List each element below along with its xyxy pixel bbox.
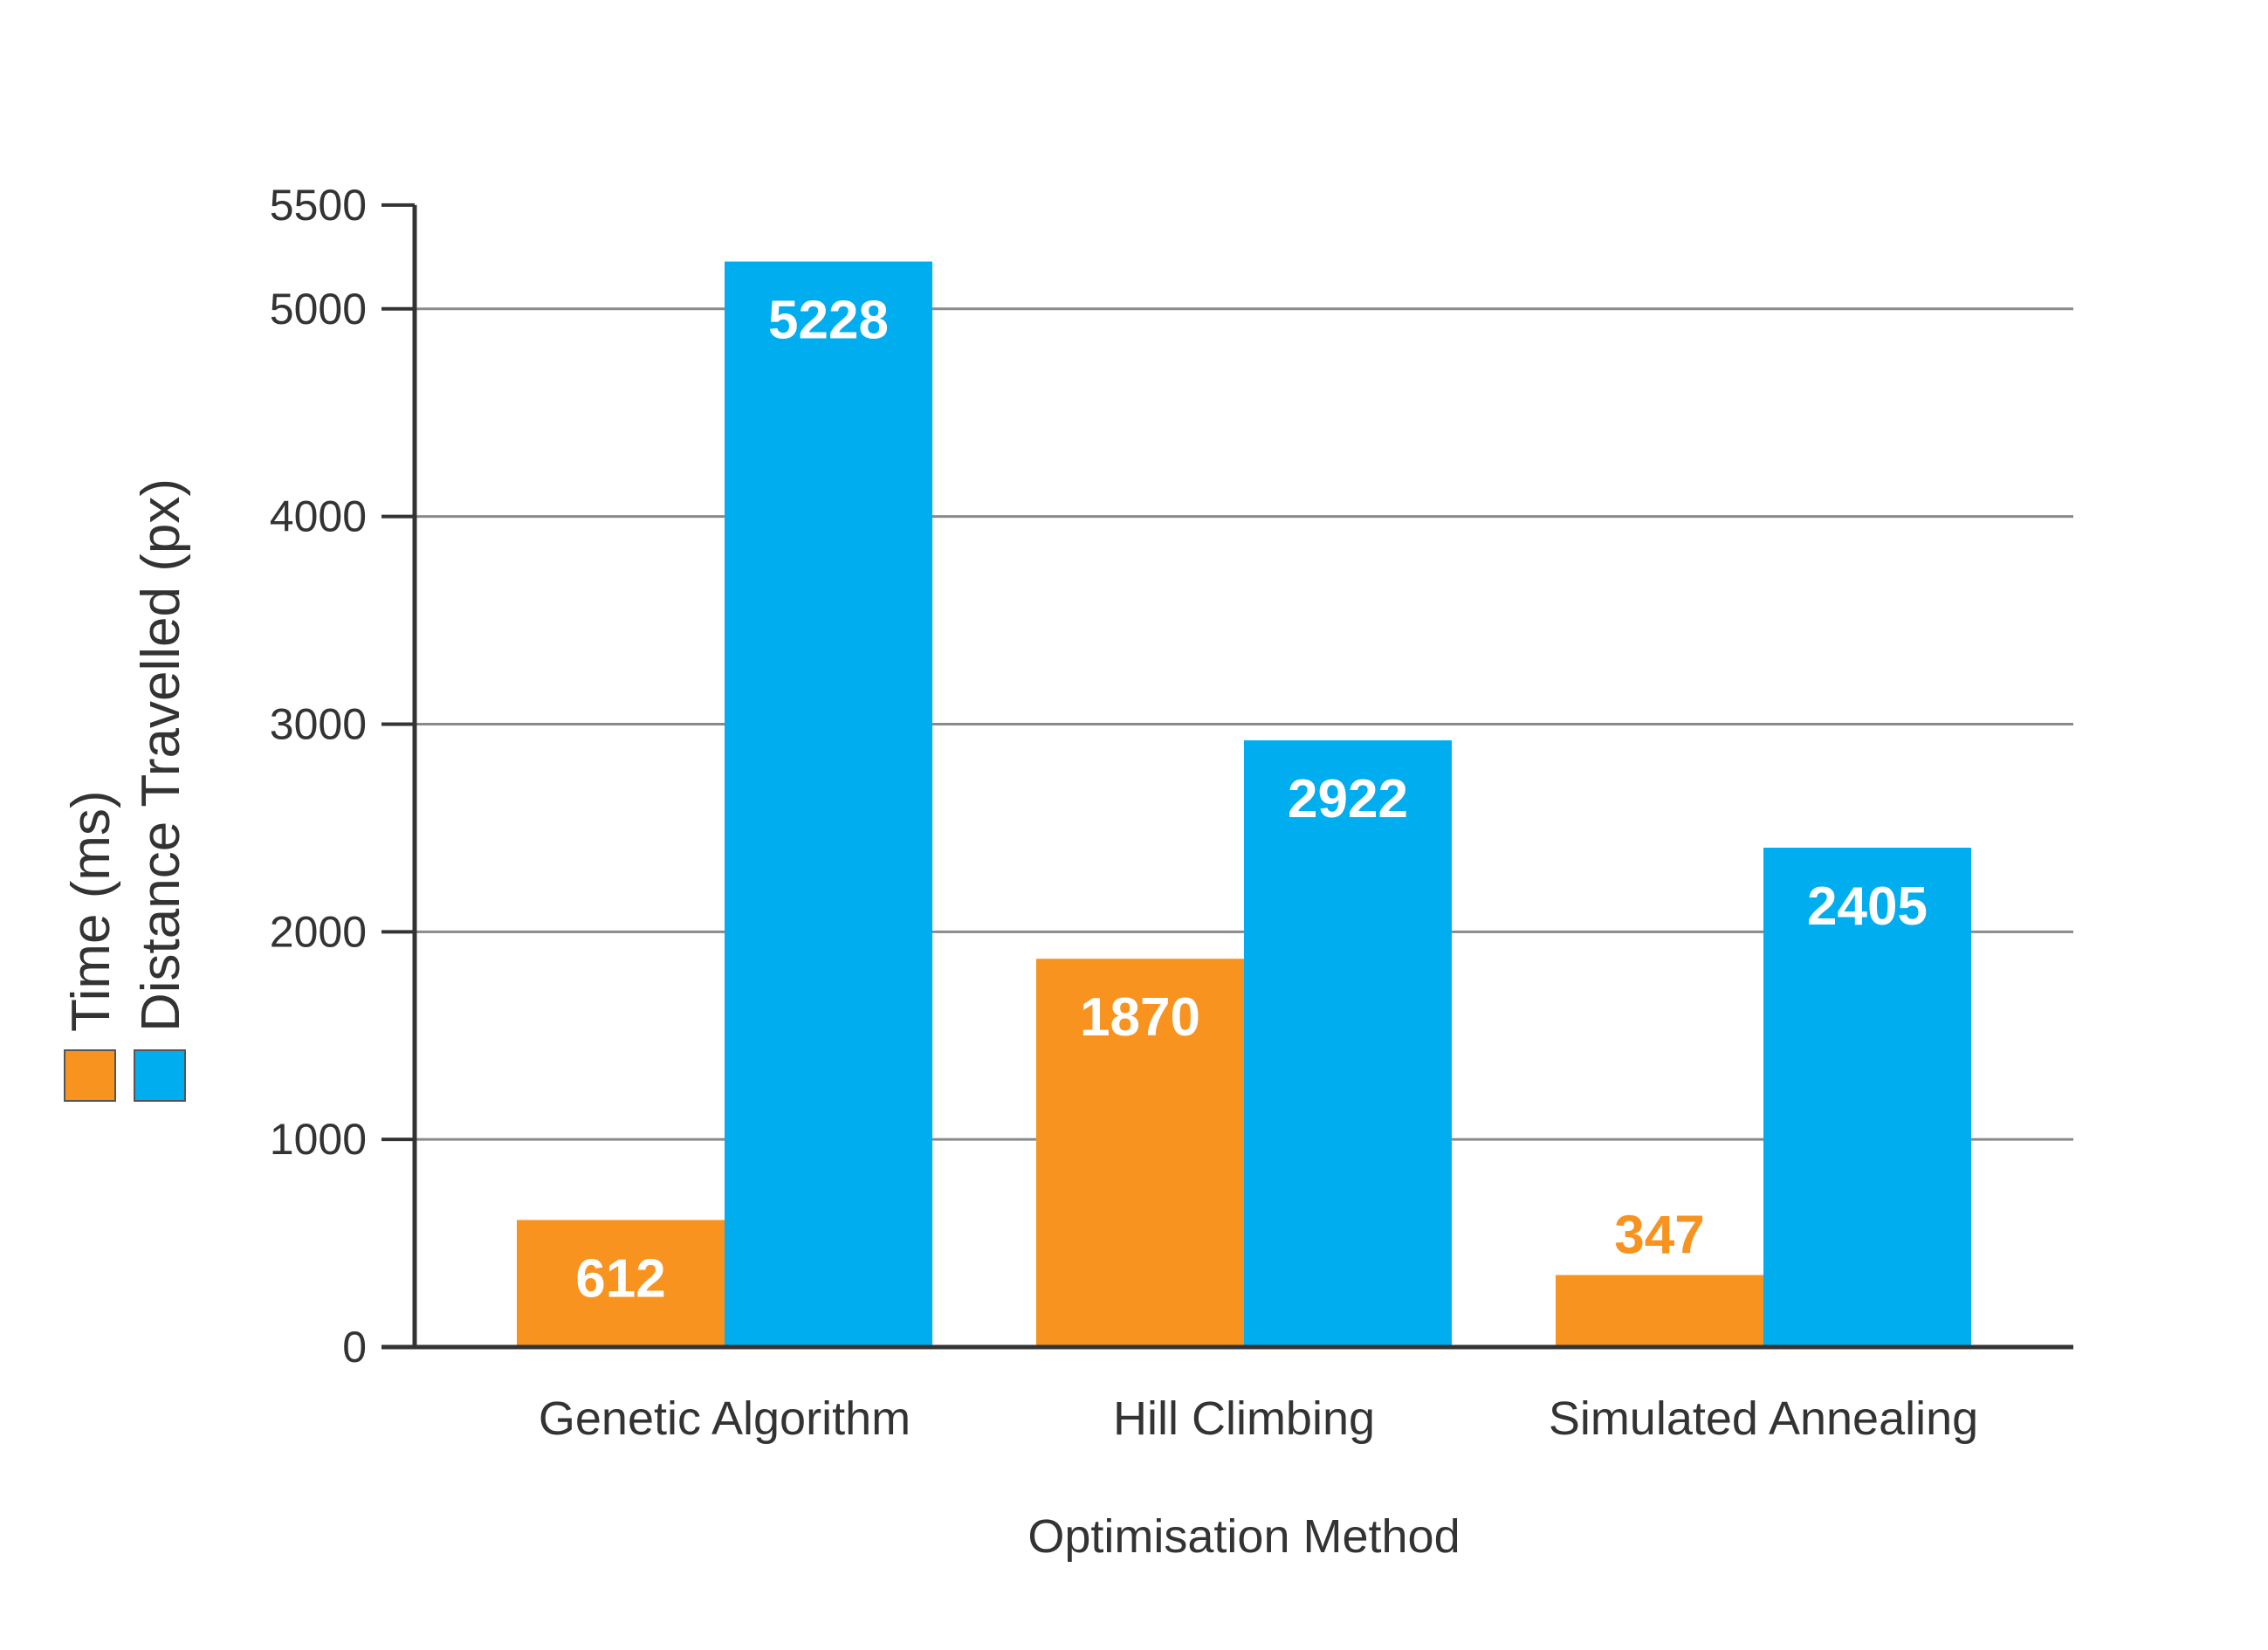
y-ticks: 0 1000 2000 3000 4000 5000 5500: [270, 181, 415, 1372]
legend-swatch-time: [64, 1049, 116, 1102]
category-label-0: Genetic Algorithm: [539, 1392, 911, 1445]
data-label-time-1: 1870: [1080, 987, 1200, 1048]
data-label-time-2: 347: [1614, 1205, 1704, 1265]
data-label-distance-0: 5228: [768, 291, 889, 351]
y-tick-label-1000: 1000: [270, 1115, 367, 1164]
x-categories: Genetic Algorithm Hill Climbing Simulated …: [539, 1392, 1978, 1445]
legend-label-distance: Distance Travelled (px): [131, 478, 191, 1032]
bar-time-1: [1036, 959, 1244, 1347]
data-label-distance-2: 2405: [1807, 877, 1928, 937]
bar-time-2: [1556, 1275, 1763, 1347]
category-label-1: Hill Climbing: [1113, 1392, 1375, 1445]
y-tick-label-4000: 4000: [270, 492, 367, 541]
y-tick-label-5500: 5500: [270, 181, 367, 230]
data-labels: 612 5228 1870 2922 347 2405: [575, 291, 1928, 1310]
bar-distance-0: [725, 261, 932, 1347]
legend-swatch-distance: [134, 1049, 186, 1102]
bars: [517, 261, 1971, 1347]
y-tick-label-2000: 2000: [270, 907, 367, 956]
y-tick-label-3000: 3000: [270, 699, 367, 748]
axes: [381, 204, 2073, 1350]
bar-distance-1: [1244, 740, 1452, 1347]
bar-distance-2: [1763, 847, 1971, 1347]
legend-label-time: Time (ms): [61, 790, 121, 1032]
bar-time-0: [517, 1220, 725, 1347]
data-label-time-0: 612: [575, 1248, 665, 1309]
data-label-distance-1: 2922: [1288, 769, 1408, 829]
y-tick-label-0: 0: [342, 1323, 367, 1372]
legend: Time (ms) Distance Travelled (px): [61, 478, 191, 1102]
category-label-2: Simulated Annealing: [1549, 1392, 1978, 1445]
x-axis-title: Optimisation Method: [1027, 1510, 1460, 1563]
y-tick-label-5000: 5000: [270, 285, 367, 333]
